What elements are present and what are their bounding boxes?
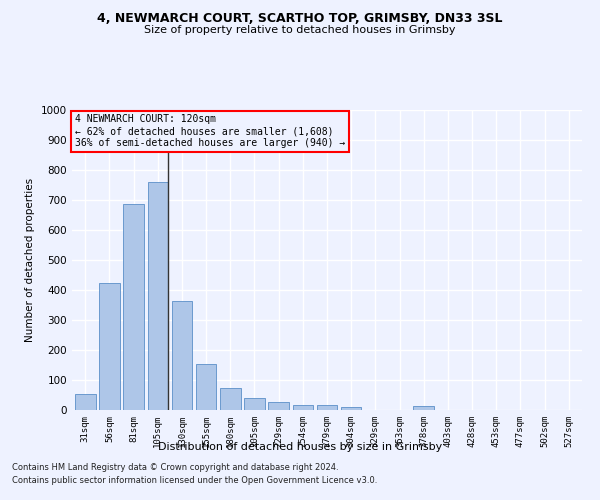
Bar [196,364,217,410]
Bar [244,398,265,410]
Y-axis label: Number of detached properties: Number of detached properties [25,178,35,342]
Bar [172,302,192,410]
Bar [99,284,120,410]
Bar [75,394,95,410]
Bar [293,404,313,410]
Bar [220,388,241,410]
Bar [317,404,337,410]
Bar [413,406,434,410]
Text: Contains HM Land Registry data © Crown copyright and database right 2024.: Contains HM Land Registry data © Crown c… [12,464,338,472]
Text: Size of property relative to detached houses in Grimsby: Size of property relative to detached ho… [144,25,456,35]
Bar [268,402,289,410]
Bar [124,204,144,410]
Bar [341,407,361,410]
Text: 4 NEWMARCH COURT: 120sqm
← 62% of detached houses are smaller (1,608)
36% of sem: 4 NEWMARCH COURT: 120sqm ← 62% of detach… [74,114,345,148]
Text: 4, NEWMARCH COURT, SCARTHO TOP, GRIMSBY, DN33 3SL: 4, NEWMARCH COURT, SCARTHO TOP, GRIMSBY,… [97,12,503,26]
Bar [148,182,168,410]
Text: Distribution of detached houses by size in Grimsby: Distribution of detached houses by size … [158,442,442,452]
Text: Contains public sector information licensed under the Open Government Licence v3: Contains public sector information licen… [12,476,377,485]
